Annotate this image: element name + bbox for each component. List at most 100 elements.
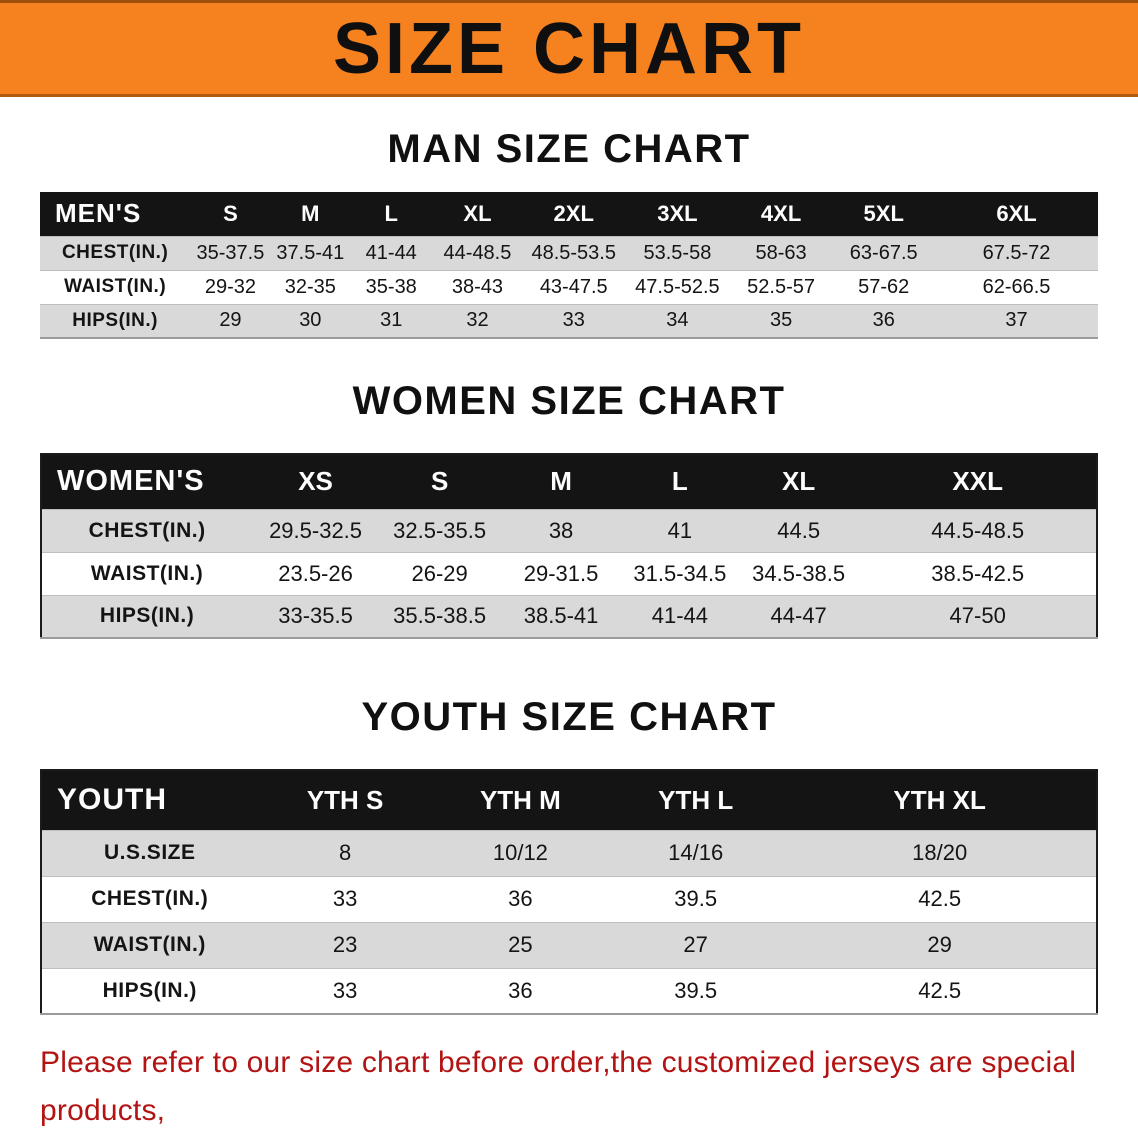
size-value-cell: 26-29 [378, 551, 501, 595]
size-value-cell: 29-32 [190, 269, 271, 304]
size-value-cell: 29 [190, 303, 271, 339]
women-section-heading: WOMEN SIZE CHART [352, 379, 786, 423]
table-title-cell: YOUTH [41, 770, 258, 830]
size-value-cell: 47.5-52.5 [625, 269, 730, 304]
size-value-cell: 67.5-72 [935, 235, 1098, 270]
youth-size-table: YOUTH YTH S YTH M YTH L YTH XL U.S.SIZE 8 10/12… [40, 769, 1098, 1015]
row-label: HIPS(IN.) [41, 594, 253, 639]
youth-section-heading: YOUTH SIZE CHART [361, 695, 777, 739]
size-value-cell: 57-62 [832, 269, 936, 304]
table-row: WAIST(IN.) 23.5-26 26-29 29-31.5 31.5-34.5 34… [41, 551, 1097, 595]
footer-note: Please refer to our size chart before or… [40, 1039, 1102, 1132]
size-value-cell: 47-50 [859, 594, 1097, 639]
men-size-section: MAN SIZE CHART MEN'S S M L XL 2XL 3XL 4XL 5XL 6XL… [0, 127, 1138, 339]
column-header: 3XL [625, 192, 730, 236]
size-value-cell: 32.5-35.5 [378, 508, 501, 552]
row-label: HIPS(IN.) [41, 967, 258, 1015]
men-section-heading: MAN SIZE CHART [387, 127, 751, 171]
table-row: CHEST(IN.) 35-37.5 37.5-41 41-44 44-48.5 48.5… [40, 235, 1098, 270]
size-value-cell: 38 [500, 508, 622, 552]
page-title: SIZE CHART [333, 8, 805, 89]
column-header: YTH M [432, 770, 609, 830]
column-header: YTH S [257, 770, 433, 830]
size-value-cell: 52.5-57 [729, 269, 833, 304]
size-value-cell: 23 [257, 921, 433, 968]
row-label: WAIST(IN.) [41, 921, 258, 968]
size-value-cell: 31 [349, 303, 433, 339]
size-value-cell: 36 [432, 967, 609, 1015]
size-value-cell: 63-67.5 [832, 235, 936, 270]
size-value-cell: 58-63 [729, 235, 833, 270]
size-value-cell: 32-35 [270, 269, 350, 304]
size-value-cell: 33 [522, 303, 626, 339]
size-value-cell: 8 [257, 829, 433, 876]
size-value-cell: 10/12 [432, 829, 609, 876]
table-row: HIPS(IN.) 29 30 31 32 33 34 35 36 37 [40, 303, 1098, 339]
size-value-cell: 38.5-42.5 [859, 551, 1097, 595]
size-value-cell: 39.5 [608, 875, 784, 922]
size-value-cell: 35 [729, 303, 833, 339]
size-value-cell: 36 [832, 303, 936, 339]
size-value-cell: 30 [270, 303, 350, 339]
size-value-cell: 42.5 [783, 967, 1097, 1015]
size-value-cell: 41 [621, 508, 738, 552]
table-header-row: YOUTH YTH S YTH M YTH L YTH XL [41, 770, 1097, 830]
column-header: M [500, 454, 622, 509]
column-header: XS [252, 454, 379, 509]
row-label: CHEST(IN.) [40, 235, 191, 270]
size-value-cell: 23.5-26 [252, 551, 379, 595]
row-label: U.S.SIZE [41, 829, 258, 876]
column-header: XL [737, 454, 860, 509]
youth-size-section: YOUTH SIZE CHART YOUTH YTH S YTH M YTH L YTH… [0, 695, 1138, 1015]
size-value-cell: 33 [257, 875, 433, 922]
size-value-cell: 35-38 [349, 269, 433, 304]
men-size-table: MEN'S S M L XL 2XL 3XL 4XL 5XL 6XL CHEST(IN.) 35-37… [40, 192, 1098, 339]
row-label: CHEST(IN.) [41, 508, 253, 552]
row-label: CHEST(IN.) [41, 875, 258, 922]
table-row: WAIST(IN.) 23 25 27 29 [41, 921, 1097, 968]
size-value-cell: 48.5-53.5 [522, 235, 626, 270]
size-value-cell: 44.5 [737, 508, 860, 552]
banner: SIZE CHART [0, 0, 1138, 97]
size-value-cell: 37.5-41 [270, 235, 350, 270]
column-header: 2XL [522, 192, 626, 236]
column-header: S [190, 192, 271, 236]
size-value-cell: 35.5-38.5 [378, 594, 501, 639]
table-row: HIPS(IN.) 33-35.5 35.5-38.5 38.5-41 41-44 44-… [41, 594, 1097, 639]
size-value-cell: 32 [432, 303, 523, 339]
table-row: WAIST(IN.) 29-32 32-35 35-38 38-43 43-47.5 47.… [40, 269, 1098, 304]
size-value-cell: 37 [935, 303, 1098, 339]
table-row: CHEST(IN.) 33 36 39.5 42.5 [41, 875, 1097, 922]
women-size-section: WOMEN SIZE CHART WOMEN'S XS S M L XL XXL CHEST(… [0, 379, 1138, 639]
column-header: XL [432, 192, 523, 236]
row-label: WAIST(IN.) [41, 551, 253, 595]
column-header: 4XL [729, 192, 833, 236]
size-value-cell: 38-43 [432, 269, 523, 304]
row-label: WAIST(IN.) [40, 269, 191, 304]
size-value-cell: 14/16 [608, 829, 784, 876]
column-header: YTH L [608, 770, 784, 830]
column-header: M [270, 192, 350, 236]
size-value-cell: 29 [783, 921, 1097, 968]
size-value-cell: 41-44 [349, 235, 433, 270]
women-size-table: WOMEN'S XS S M L XL XXL CHEST(IN.) 29.5-32.5 32.5… [40, 453, 1098, 639]
size-value-cell: 53.5-58 [625, 235, 730, 270]
size-value-cell: 41-44 [621, 594, 738, 639]
size-value-cell: 62-66.5 [935, 269, 1098, 304]
size-value-cell: 42.5 [783, 875, 1097, 922]
size-value-cell: 36 [432, 875, 609, 922]
size-value-cell: 34 [625, 303, 730, 339]
table-title-cell: MEN'S [40, 192, 191, 236]
column-header: S [378, 454, 501, 509]
column-header: 6XL [935, 192, 1098, 236]
size-value-cell: 43-47.5 [522, 269, 626, 304]
table-row: HIPS(IN.) 33 36 39.5 42.5 [41, 967, 1097, 1015]
size-value-cell: 29-31.5 [500, 551, 622, 595]
size-value-cell: 29.5-32.5 [252, 508, 379, 552]
size-value-cell: 33-35.5 [252, 594, 379, 639]
column-header: XXL [859, 454, 1097, 509]
table-title-cell: WOMEN'S [41, 454, 253, 509]
column-header: L [349, 192, 433, 236]
size-value-cell: 39.5 [608, 967, 784, 1015]
